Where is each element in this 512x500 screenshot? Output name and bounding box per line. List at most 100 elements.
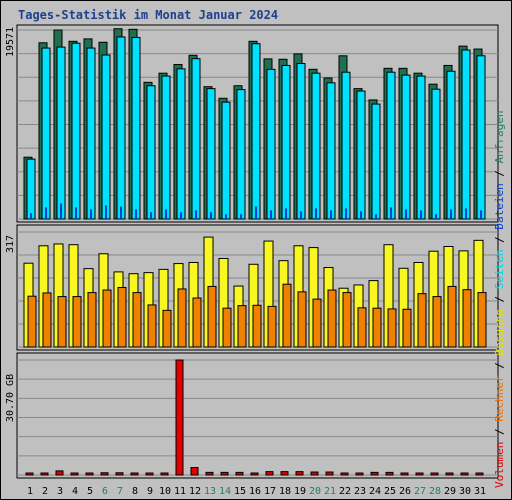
bar-rechner [297,291,307,348]
bar-dateien [390,207,392,219]
bar-seiten [221,101,231,220]
bar-dateien [120,206,122,219]
bar-volumen [25,472,34,476]
bar-volumen [445,472,454,476]
x-tick-label: 11 [174,486,186,497]
bar-dateien [60,203,62,219]
bar-dateien [435,214,437,219]
bar-dateien [375,214,377,219]
bar-rechner [132,292,142,348]
x-tick-label: 27 [414,486,426,497]
bar-dateien [420,210,422,219]
side-legend: Volumen / Rechner / Besuche / Seiten / D… [493,110,506,488]
x-tick-label: 14 [219,486,231,497]
bar-seiten [461,49,471,220]
bar-dateien [75,207,77,219]
bar-seiten [296,63,306,220]
bar-volumen [250,472,259,476]
bar-seiten [371,103,381,220]
legend-entry: Dateien [493,183,506,229]
legend-entry: Rechner [493,375,506,422]
bar-dateien [405,209,407,219]
bar-rechner [387,308,397,348]
bar-dateien [315,208,317,219]
x-tick-label: 9 [147,486,153,497]
panel-frame [16,352,499,479]
bar-volumen [190,467,199,476]
x-tick-label: 4 [72,486,78,497]
bar-dateien [150,212,152,219]
bar-dateien [360,211,362,219]
bar-dateien [255,206,257,219]
bar-dateien [285,208,287,219]
legend-entry: Besuche [493,309,506,355]
bar-seiten [101,54,111,220]
x-tick-label: 19 [294,486,306,497]
bar-dateien [300,211,302,219]
bar-seiten [176,68,186,220]
bar-rechner [72,296,82,348]
bar-rechner [342,292,352,348]
bar-volumen [40,472,49,476]
bar-seiten [401,74,411,220]
bar-rechner [312,298,322,348]
bar-dateien [450,209,452,219]
bar-rechner [162,309,172,348]
bar-dateien [165,209,167,219]
bar-seiten [311,72,321,220]
bar-rechner [192,297,202,348]
bar-seiten [41,47,51,220]
bar-volumen [355,472,364,476]
bar-dateien [345,208,347,219]
bar-volumen [415,472,424,476]
bar-rechner [282,283,292,348]
bar-volumen [475,472,484,476]
bar-dateien [480,210,482,219]
bar-seiten [116,36,126,220]
bar-seiten [356,90,366,220]
bar-rechner [237,305,247,348]
x-tick-label: 23 [354,486,366,497]
legend-entry: / [493,422,506,442]
bar-dateien [45,207,47,219]
bar-volumen [70,472,79,476]
bar-volumen [295,471,304,476]
bar-rechner [87,292,97,348]
bar-seiten [431,88,441,220]
bar-seiten [251,43,261,220]
legend-entry: / [493,289,506,309]
bar-volumen [205,471,214,476]
bar-seiten [86,47,96,220]
bar-volumen [115,472,124,476]
bar-rechner [447,285,457,348]
bar-rechner [327,289,337,348]
bar-dateien [465,208,467,219]
x-tick-label: 28 [429,486,441,497]
panel-frame [16,24,499,223]
bar-seiten [71,42,81,220]
x-tick-label: 7 [117,486,123,497]
x-tick-label: 17 [264,486,276,497]
bar-rechner [102,289,112,348]
x-tick-label: 20 [309,486,321,497]
bar-volumen [235,471,244,476]
bar-rechner [222,307,232,348]
bar-rechner [57,296,67,348]
bar-rechner [462,289,472,348]
bar-volumen [280,471,289,476]
bar-volumen [55,470,64,476]
x-tick-label: 6 [102,486,108,497]
bar-rechner [402,308,412,348]
bar-dateien [240,214,242,219]
bar-dateien [90,209,92,219]
legend-entry: Seiten [493,250,506,290]
y-max-label: 19571 [5,27,16,57]
x-tick-label: 29 [444,486,456,497]
bar-seiten [206,88,216,220]
bar-seiten [416,75,426,220]
bar-volumen [220,471,229,476]
bar-dateien [135,209,137,219]
bar-seiten [131,36,141,220]
